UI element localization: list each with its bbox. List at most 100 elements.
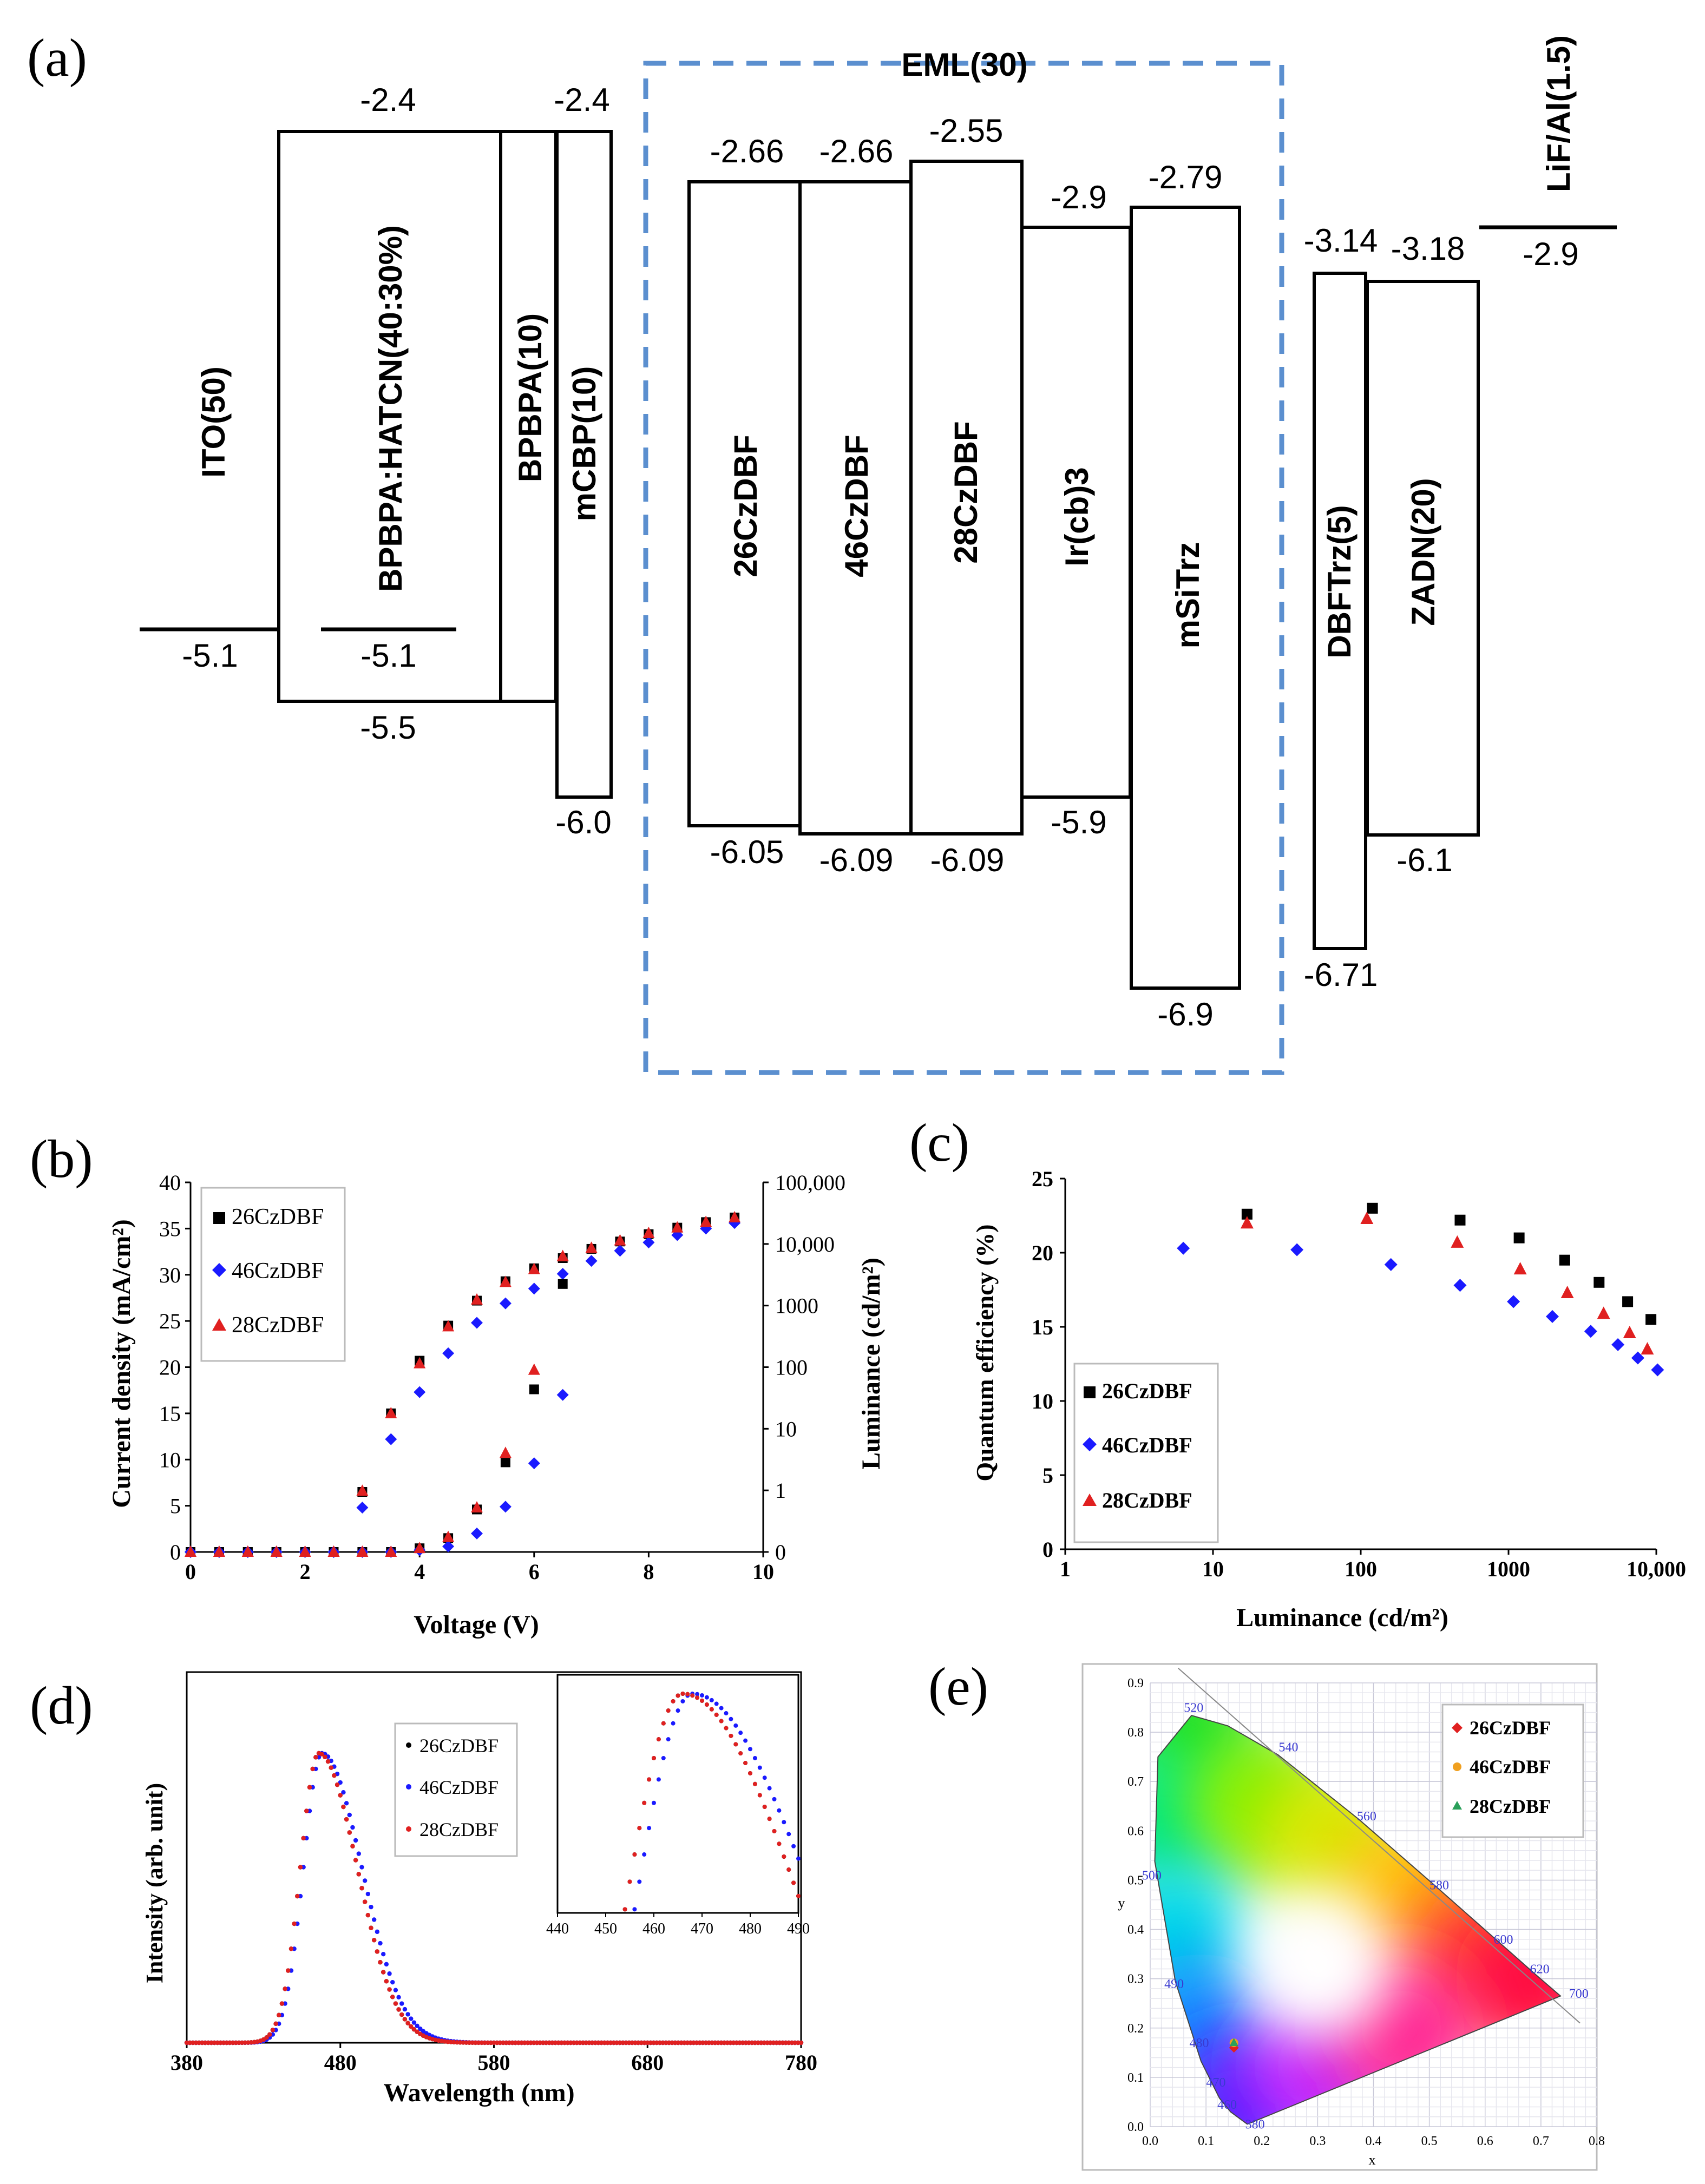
e-y-tick-label: 0.4: [1127, 1923, 1144, 1937]
d-point-46CzDBF: [405, 2012, 410, 2017]
d-point-28CzDBF: [267, 2032, 272, 2037]
b-point-46CzDBF: [614, 1245, 626, 1257]
b-point-28CzDBF: [414, 1542, 426, 1554]
e-point-28CzDBF: [1229, 2038, 1238, 2047]
msitrz-lumo-label: -2.79: [1149, 159, 1223, 195]
d-point-28CzDBF: [396, 2007, 401, 2012]
d-inset-point-46CzDBF: [671, 1721, 676, 1726]
c-xlabel: Luminance (cd/m²): [1236, 1603, 1448, 1632]
c-x-tick-label: 10: [1202, 1557, 1224, 1581]
c-point-28CzDBF: [1623, 1325, 1636, 1338]
d-inset-point-28CzDBF: [690, 1693, 695, 1698]
d-point-28CzDBF: [313, 1755, 318, 1760]
d-inset-point-28CzDBF: [757, 1793, 762, 1798]
d-inset-x-tick-label: 490: [787, 1920, 810, 1937]
c-point-26CzDBF: [1241, 1208, 1252, 1220]
d-point-28CzDBF: [362, 1899, 368, 1904]
jvl-chart: 0 2 4 6 8 1005101520253035400110100100010,000…: [107, 1170, 886, 1639]
c-point-46CzDBF: [1507, 1295, 1520, 1308]
d-point-28CzDBF: [798, 2040, 804, 2045]
d-point-46CzDBF: [399, 2001, 404, 2006]
d-inset-point-46CzDBF: [704, 1695, 709, 1700]
b-x-tick-label: 2: [300, 1560, 311, 1584]
c-y-tick-label: 5: [1042, 1463, 1053, 1488]
d-point-46CzDBF: [418, 2026, 423, 2031]
d-point-28CzDBF: [359, 1886, 364, 1891]
e-y-tick-label: 0.6: [1127, 1824, 1144, 1838]
b-legend-marker-46: [212, 1263, 226, 1277]
b-point-46CzDBF: [471, 1527, 483, 1540]
e-legend-26: 26CzDBF: [1470, 1717, 1551, 1739]
d-inset-point-46CzDBF: [733, 1723, 738, 1728]
d-inset-point-46CzDBF: [767, 1786, 772, 1791]
c-legend-marker-28: [1083, 1494, 1097, 1506]
b-point-26CzDBF: [558, 1279, 568, 1289]
e-gamut-blob: [1242, 1888, 1394, 2040]
zadn-layer-name: ZADN(20): [1405, 478, 1441, 626]
b-point-28CzDBF: [414, 1357, 426, 1369]
c-point-28CzDBF: [1513, 1262, 1527, 1275]
d-inset-point-28CzDBF: [719, 1719, 724, 1723]
c-point-46CzDBF: [1290, 1243, 1304, 1257]
d-inset-point-28CzDBF: [709, 1707, 714, 1712]
ircb3-homo-label: -5.9: [1051, 804, 1106, 840]
zadn-homo-label: -6.1: [1396, 842, 1452, 878]
b-point-28CzDBF: [442, 1320, 455, 1332]
c-point-26CzDBF: [1454, 1214, 1466, 1226]
d-legend-box: [394, 1722, 518, 1857]
d-point-28CzDBF: [338, 1793, 343, 1798]
lifal-layer-name: LiF/Al(1.5): [1540, 35, 1577, 192]
d-inset-point-28CzDBF: [656, 1737, 661, 1742]
d-inset-point-46CzDBF: [695, 1692, 700, 1696]
d-point-28CzDBF: [304, 1808, 309, 1813]
d-legend-marker-46: [406, 1784, 411, 1790]
d-inset-point-28CzDBF: [772, 1828, 777, 1833]
c-legend-26: 26CzDBF: [1102, 1379, 1192, 1403]
b-y-tick-label: 15: [159, 1402, 181, 1426]
d-inset-point-46CzDBF: [719, 1706, 724, 1711]
e-y-tick-label: 0.2: [1127, 2022, 1144, 2036]
d-point-28CzDBF: [347, 1830, 352, 1835]
b-y2-tick-label: 100,000: [775, 1170, 845, 1195]
d-point-28CzDBF: [329, 1765, 333, 1770]
c-point-26CzDBF: [1513, 1232, 1525, 1244]
d-point-28CzDBF: [264, 2035, 269, 2040]
b-point-46CzDBF: [642, 1236, 655, 1248]
d-inset-point-28CzDBF: [647, 1777, 652, 1782]
c-point-28CzDBF: [1451, 1235, 1464, 1248]
d-point-28CzDBF: [332, 1773, 337, 1778]
d-legend-marker-28: [406, 1826, 411, 1832]
c-point-46CzDBF: [1651, 1363, 1664, 1377]
46czdbf-homo-label: -6.09: [819, 842, 894, 878]
b-point-28CzDBF: [585, 1241, 598, 1253]
c-point-46CzDBF: [1177, 1241, 1190, 1255]
e-x-tick-label: 0.5: [1421, 2134, 1438, 2148]
msitrz-homo-label: -6.9: [1157, 996, 1213, 1032]
d-inset-point-28CzDBF: [695, 1695, 700, 1700]
d-inset-point-46CzDBF: [632, 1907, 637, 1912]
d-inset-point-28CzDBF: [733, 1742, 738, 1747]
e-gamut-outline: [1154, 1714, 1562, 2125]
e-wavelength-label: 560: [1357, 1810, 1376, 1824]
e-wavelength-label: 620: [1530, 1962, 1550, 1976]
d-point-46CzDBF: [381, 1951, 386, 1957]
d-inset-point-28CzDBF: [782, 1854, 786, 1859]
c-ylabel: Quantum efficiency (%): [971, 1224, 999, 1481]
d-inset-point-46CzDBF: [748, 1747, 752, 1752]
28czdbf-lumo-label: -2.55: [929, 113, 1004, 149]
26czdbf-box: [687, 180, 802, 827]
bpbpa-box: [499, 130, 558, 703]
d-point-28CzDBF: [270, 2028, 276, 2032]
d-point-28CzDBF: [390, 1995, 395, 1999]
d-inset-x-tick-label: 460: [642, 1920, 665, 1937]
d-point-28CzDBF: [393, 2001, 398, 2006]
d-inset-point-28CzDBF: [714, 1712, 719, 1717]
d-inset-series-28CzDBF: [622, 1692, 801, 1912]
c-y-tick-label: 15: [1032, 1315, 1053, 1339]
b-point-28CzDBF: [528, 1262, 540, 1274]
b-y-tick-label: 10: [159, 1448, 181, 1472]
d-point-46CzDBF: [365, 1891, 371, 1897]
d-inset-point-46CzDBF: [777, 1808, 782, 1813]
c-point-26CzDBF: [1645, 1314, 1657, 1325]
d-point-28CzDBF: [292, 1921, 297, 1926]
